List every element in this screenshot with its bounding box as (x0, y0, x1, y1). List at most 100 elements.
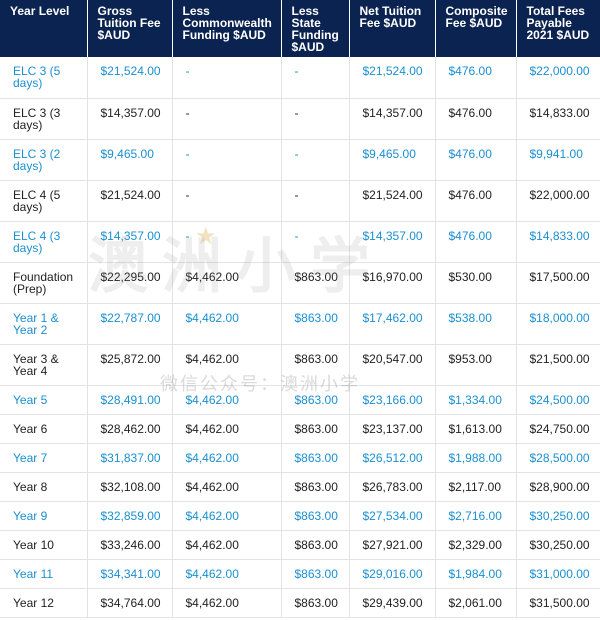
cell-net-tuition: $26,783.00 (349, 472, 436, 502)
cell-total-fees: $31,000.00 (516, 559, 600, 589)
cell-gross-tuition: $28,462.00 (87, 414, 173, 444)
cell-commonwealth-funding: $4,462.00 (172, 472, 282, 502)
cell-state-funding: $863.00 (281, 443, 350, 473)
cell-gross-tuition: $21,524.00 (87, 57, 173, 99)
cell-composite-fee: $476.00 (435, 180, 517, 222)
cell-state-funding: - (281, 57, 350, 99)
cell-composite-fee: $2,117.00 (435, 472, 517, 502)
cell-gross-tuition: $22,295.00 (87, 262, 173, 304)
cell-composite-fee: $530.00 (435, 262, 517, 304)
cell-composite-fee: $476.00 (435, 221, 517, 263)
cell-composite-fee: $2,061.00 (435, 588, 517, 618)
header-gross-tuition: Gross Tuition Fee $AUD (87, 0, 173, 57)
cell-state-funding: $863.00 (281, 559, 350, 589)
table-row: Year 9 $32,859.00 $4,462.00 $863.00 $27,… (0, 501, 600, 531)
cell-composite-fee: $1,988.00 (435, 443, 517, 473)
table-row: ELC 3 (2 days) $9,465.00 - - $9,465.00 $… (0, 139, 600, 181)
cell-gross-tuition: $33,246.00 (87, 530, 173, 560)
cell-state-funding: - (281, 180, 350, 222)
cell-composite-fee: $1,334.00 (435, 385, 517, 415)
table-row: Year 5 $28,491.00 $4,462.00 $863.00 $23,… (0, 385, 600, 415)
header-net-tuition: Net Tuition Fee $AUD (349, 0, 436, 57)
cell-year-level: ELC 4 (5 days) (0, 180, 88, 222)
cell-year-level: Year 6 (0, 414, 88, 444)
cell-total-fees: $14,833.00 (516, 221, 600, 263)
header-commonwealth-funding: Less Commonwealth Funding $AUD (172, 0, 282, 57)
cell-net-tuition: $29,016.00 (349, 559, 436, 589)
cell-gross-tuition: $34,764.00 (87, 588, 173, 618)
cell-year-level: Year 9 (0, 501, 88, 531)
cell-total-fees: $18,000.00 (516, 303, 600, 345)
cell-composite-fee: $953.00 (435, 344, 517, 386)
cell-net-tuition: $17,462.00 (349, 303, 436, 345)
cell-gross-tuition: $25,872.00 (87, 344, 173, 386)
cell-net-tuition: $20,547.00 (349, 344, 436, 386)
cell-composite-fee: $538.00 (435, 303, 517, 345)
table-row: Year 12 $34,764.00 $4,462.00 $863.00 $29… (0, 588, 600, 618)
cell-commonwealth-funding: - (172, 180, 282, 222)
cell-total-fees: $14,833.00 (516, 98, 600, 140)
cell-state-funding: $863.00 (281, 588, 350, 618)
cell-gross-tuition: $14,357.00 (87, 221, 173, 263)
cell-composite-fee: $1,984.00 (435, 559, 517, 589)
cell-commonwealth-funding: $4,462.00 (172, 588, 282, 618)
cell-total-fees: $17,500.00 (516, 262, 600, 304)
cell-commonwealth-funding: - (172, 57, 282, 99)
cell-total-fees: $22,000.00 (516, 180, 600, 222)
cell-commonwealth-funding: $4,462.00 (172, 501, 282, 531)
table-row: ELC 3 (3 days) $14,357.00 - - $14,357.00… (0, 98, 600, 140)
cell-state-funding: $863.00 (281, 262, 350, 304)
cell-gross-tuition: $28,491.00 (87, 385, 173, 415)
cell-net-tuition: $21,524.00 (349, 57, 436, 99)
cell-net-tuition: $9,465.00 (349, 139, 436, 181)
cell-net-tuition: $23,166.00 (349, 385, 436, 415)
cell-year-level: Foundation (Prep) (0, 262, 88, 304)
cell-year-level: ELC 3 (5 days) (0, 57, 88, 99)
cell-total-fees: $28,900.00 (516, 472, 600, 502)
header-year-level: Year Level (0, 0, 88, 57)
table-row: Foundation (Prep) $22,295.00 $4,462.00 $… (0, 262, 600, 304)
header-state-funding: Less State Funding $AUD (281, 0, 350, 57)
cell-commonwealth-funding: $4,462.00 (172, 414, 282, 444)
cell-total-fees: $9,941.00 (516, 139, 600, 181)
cell-commonwealth-funding: $4,462.00 (172, 443, 282, 473)
cell-composite-fee: $1,613.00 (435, 414, 517, 444)
cell-net-tuition: $29,439.00 (349, 588, 436, 618)
cell-year-level: Year 12 (0, 588, 88, 618)
table-row: Year 8 $32,108.00 $4,462.00 $863.00 $26,… (0, 472, 600, 502)
cell-state-funding: $863.00 (281, 472, 350, 502)
cell-gross-tuition: $21,524.00 (87, 180, 173, 222)
cell-year-level: Year 11 (0, 559, 88, 589)
cell-total-fees: $31,500.00 (516, 588, 600, 618)
cell-total-fees: $28,500.00 (516, 443, 600, 473)
header-composite-fee: Composite Fee $AUD (435, 0, 517, 57)
cell-state-funding: - (281, 221, 350, 263)
cell-year-level: Year 5 (0, 385, 88, 415)
cell-total-fees: $30,250.00 (516, 530, 600, 560)
cell-state-funding: $863.00 (281, 414, 350, 444)
cell-total-fees: $24,500.00 (516, 385, 600, 415)
cell-composite-fee: $2,716.00 (435, 501, 517, 531)
cell-year-level: ELC 3 (3 days) (0, 98, 88, 140)
cell-net-tuition: $27,921.00 (349, 530, 436, 560)
cell-commonwealth-funding: $4,462.00 (172, 344, 282, 386)
table-row: ELC 4 (5 days) $21,524.00 - - $21,524.00… (0, 180, 600, 222)
cell-commonwealth-funding: $4,462.00 (172, 559, 282, 589)
cell-composite-fee: $2,329.00 (435, 530, 517, 560)
cell-year-level: Year 7 (0, 443, 88, 473)
table-row: Year 1 & Year 2 $22,787.00 $4,462.00 $86… (0, 303, 600, 345)
cell-year-level: Year 1 & Year 2 (0, 303, 88, 345)
cell-net-tuition: $27,534.00 (349, 501, 436, 531)
table-row: Year 6 $28,462.00 $4,462.00 $863.00 $23,… (0, 414, 600, 444)
cell-year-level: ELC 3 (2 days) (0, 139, 88, 181)
cell-year-level: Year 10 (0, 530, 88, 560)
cell-gross-tuition: $9,465.00 (87, 139, 173, 181)
cell-state-funding: - (281, 139, 350, 181)
cell-composite-fee: $476.00 (435, 98, 517, 140)
cell-state-funding: $863.00 (281, 385, 350, 415)
cell-gross-tuition: $22,787.00 (87, 303, 173, 345)
cell-composite-fee: $476.00 (435, 57, 517, 99)
table-body: ELC 3 (5 days) $21,524.00 - - $21,524.00… (0, 57, 600, 618)
cell-gross-tuition: $34,341.00 (87, 559, 173, 589)
